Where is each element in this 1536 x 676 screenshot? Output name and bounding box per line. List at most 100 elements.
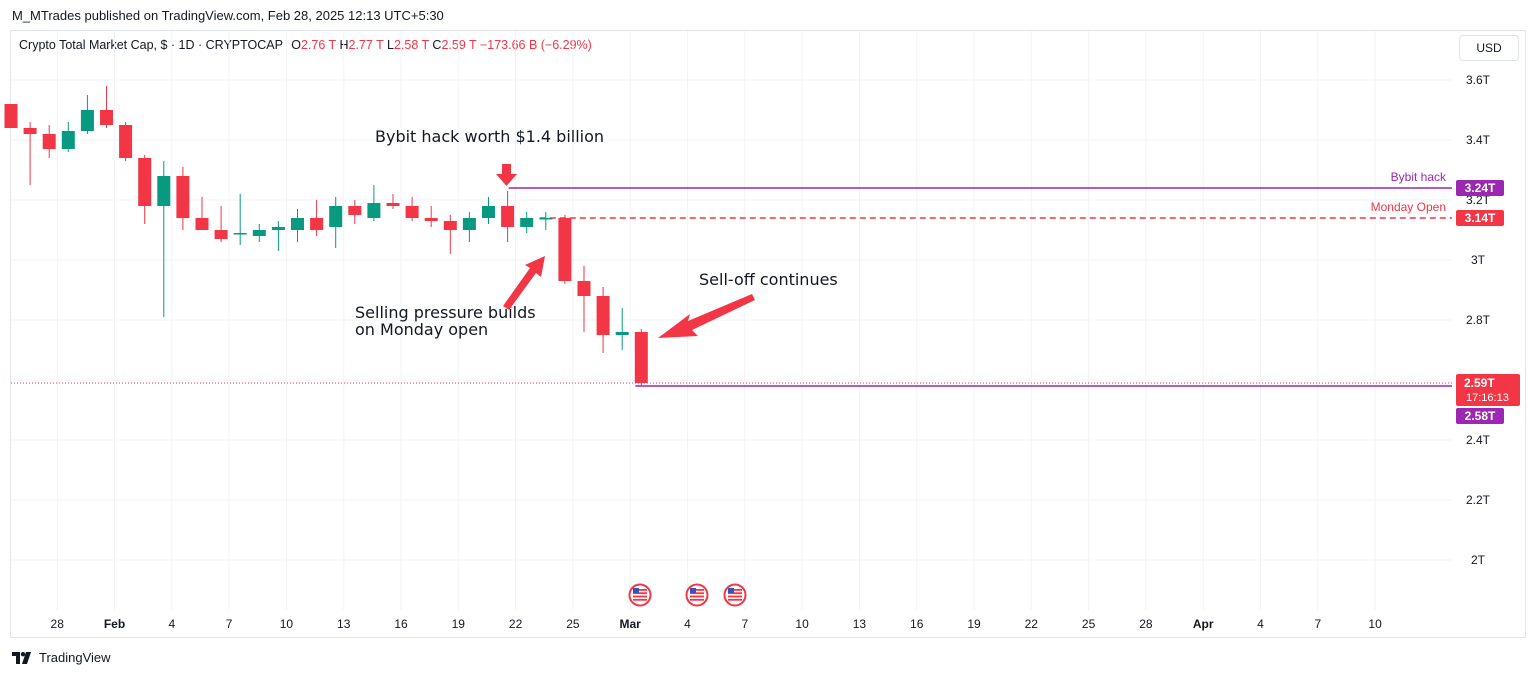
- candle: [233, 194, 247, 245]
- x-tick-label: 7: [1314, 617, 1321, 631]
- flag-stripe: [633, 589, 647, 591]
- candle-body: [80, 110, 94, 131]
- candle-body: [558, 218, 572, 281]
- x-tick-label: 28: [1139, 617, 1153, 631]
- candle-body: [42, 134, 56, 149]
- candle-body: [443, 221, 457, 230]
- annotation-selling-pressure-line2: on Monday open: [355, 320, 488, 339]
- candle: [462, 212, 476, 242]
- candle: [4, 104, 18, 128]
- monday-open-price-badge: 3.14T: [1465, 211, 1496, 225]
- x-tick-label: Apr: [1193, 617, 1214, 631]
- candle: [615, 308, 629, 350]
- horizontal-line-label: Bybit hack: [1391, 170, 1447, 184]
- y-tick-label: 3.4T: [1466, 133, 1491, 147]
- candle: [271, 221, 285, 251]
- publish-info: M_MTrades published on TradingView.com, …: [12, 8, 444, 23]
- y-tick-label: 3.6T: [1466, 73, 1491, 87]
- flag-stripe: [728, 598, 742, 601]
- flag-canton: [633, 588, 639, 593]
- flag-stripe: [633, 595, 647, 598]
- candle: [157, 161, 171, 317]
- event-flags: [628, 583, 747, 607]
- candle: [42, 125, 56, 158]
- horizontal-line-label: Monday Open: [1371, 200, 1446, 214]
- candle-body: [501, 206, 515, 227]
- candle-body: [23, 128, 37, 134]
- candle-body: [119, 125, 133, 158]
- us-flag-icon: [723, 583, 747, 607]
- flag-stripe: [728, 589, 742, 591]
- flag-ring: [685, 583, 709, 607]
- flag-ring: [628, 583, 652, 607]
- bybit-hack-price-badge: 3.24T: [1465, 181, 1496, 195]
- candle-body: [520, 218, 534, 227]
- candle-body: [176, 176, 190, 218]
- high-value: 2.77 T: [348, 38, 384, 52]
- flag-stripe: [633, 598, 647, 601]
- candle: [100, 86, 113, 128]
- candle-body: [577, 281, 591, 296]
- candle: [61, 122, 75, 152]
- x-tick-label: 4: [168, 617, 175, 631]
- change-value: −173.66 B (−6.29%): [479, 38, 592, 52]
- tradingview-logo[interactable]: TradingView: [12, 650, 111, 665]
- candle-body: [310, 218, 324, 230]
- close-label: C: [432, 38, 442, 52]
- x-tick-label: 22: [1025, 617, 1039, 631]
- candle: [634, 329, 648, 386]
- flag-stripe: [690, 592, 704, 595]
- currency-button[interactable]: USD: [1459, 35, 1519, 61]
- flag-stripe: [690, 598, 704, 601]
- candle: [443, 215, 457, 254]
- x-tick-label: 19: [967, 617, 981, 631]
- candle: [214, 206, 228, 242]
- candle: [23, 122, 37, 185]
- candle-body: [138, 158, 152, 206]
- y-tick-label: 2.8T: [1466, 313, 1491, 327]
- candle: [348, 200, 362, 224]
- candle-body: [214, 230, 228, 239]
- flag-stripe: [728, 592, 742, 595]
- symbol-legend: Crypto Total Market Cap, $ · 1D · CRYPTO…: [19, 38, 592, 52]
- candle: [424, 206, 438, 227]
- tradingview-logo-icon: [12, 651, 31, 664]
- x-tick-label: 16: [910, 617, 924, 631]
- annotations: Bybit hack worth $1.4 billion Selling pre…: [355, 127, 838, 339]
- candle-body: [462, 218, 476, 230]
- y-tick-label: 3T: [1471, 253, 1486, 267]
- symbol-name[interactable]: Crypto Total Market Cap, $ · 1D · CRYPTO…: [19, 38, 283, 52]
- last-price-badge: 2.59T: [1464, 376, 1495, 390]
- flag-stripe: [633, 592, 647, 595]
- candle: [596, 287, 610, 353]
- x-tick-label: 7: [741, 617, 748, 631]
- candle: [291, 209, 304, 242]
- y-tick-label: 3.2T: [1466, 193, 1491, 207]
- time-axis[interactable]: 28 Feb 4 7 10 13 16 19 22 25 Mar 4 7 10 13 16 19 22 25 28 Ap…: [51, 617, 1383, 631]
- candle: [310, 200, 324, 236]
- candle-body: [233, 233, 247, 235]
- annotation-selloff: Sell-off continues: [699, 270, 838, 289]
- candle-body: [405, 206, 419, 218]
- candle: [520, 212, 534, 233]
- horizontal-lines: Bybit hack Monday Open: [11, 170, 1452, 387]
- flag-stripe: [690, 595, 704, 598]
- open-label: O: [291, 38, 301, 52]
- candle: [405, 197, 419, 221]
- candle: [195, 197, 209, 230]
- x-tick-label: 13: [337, 617, 351, 631]
- candle-body: [100, 110, 113, 125]
- candle: [501, 191, 515, 242]
- candle-body: [348, 206, 362, 215]
- candle-body: [634, 332, 648, 383]
- candle-body: [386, 203, 400, 206]
- x-tick-label: Mar: [620, 617, 642, 631]
- candle-body: [424, 218, 438, 221]
- candle: [252, 224, 266, 242]
- brand-name: TradingView: [39, 650, 111, 665]
- price-axis[interactable]: 3.6T3.4T3.2T3T2.8T2.6T2.4T2.2T2T3.24T3.1…: [1456, 73, 1520, 567]
- x-tick-label: 22: [509, 617, 523, 631]
- candle-body: [271, 227, 285, 230]
- candle-body: [329, 206, 343, 227]
